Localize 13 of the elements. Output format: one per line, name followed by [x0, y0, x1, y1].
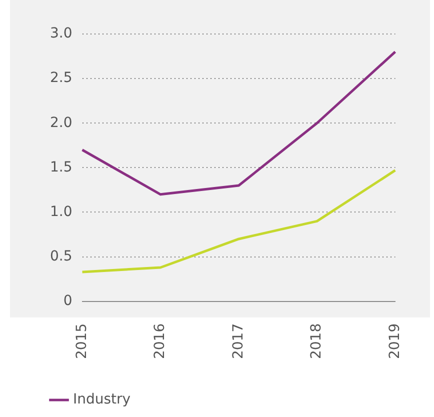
legend-label: Industry: [73, 392, 131, 408]
x-tick-label: 2016: [152, 323, 168, 360]
y-tick-label: 1.5: [50, 159, 72, 176]
x-tick-label: 2017: [230, 323, 246, 360]
x-tick-label: 2018: [308, 323, 325, 360]
y-tick-label: 2.5: [50, 70, 72, 86]
x-tick-label: 2015: [74, 323, 90, 360]
y-tick-label: 3.0: [50, 26, 72, 42]
x-tick-label: 2019: [386, 323, 403, 360]
y-tick-label: 0: [63, 293, 72, 310]
y-tick-label: 2.0: [50, 114, 72, 131]
y-tick-label: 1.0: [50, 204, 72, 220]
y-tick-label: 0.5: [50, 248, 72, 264]
